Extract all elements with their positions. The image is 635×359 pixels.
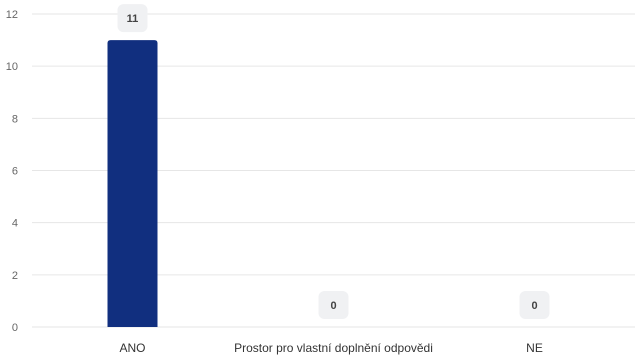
y-axis: 0 2 4 6 8 10 12 xyxy=(6,9,18,334)
x-tick-label: NE xyxy=(526,341,543,355)
data-label: 0 xyxy=(318,291,349,319)
bar xyxy=(107,40,158,327)
y-tick-label: 4 xyxy=(12,218,18,230)
y-tick-label: 8 xyxy=(12,113,18,125)
data-label: 0 xyxy=(519,291,550,319)
data-label: 11 xyxy=(117,4,148,33)
x-tick-label: Prostor pro vlastní doplnění odpovědi xyxy=(234,341,433,355)
data-label-text: 0 xyxy=(330,300,336,312)
x-axis: ANO Prostor pro vlastní doplnění odpovědi… xyxy=(119,341,542,355)
data-label-text: 0 xyxy=(531,300,537,312)
y-tick-label: 6 xyxy=(12,166,18,178)
x-tick-label: ANO xyxy=(119,341,145,355)
data-label-box xyxy=(519,291,550,319)
data-labels: 11 0 0 xyxy=(117,4,550,319)
y-tick-label: 0 xyxy=(12,322,18,334)
data-label-text: 11 xyxy=(127,13,139,25)
bars xyxy=(107,40,158,327)
y-tick-label: 2 xyxy=(12,270,18,282)
data-label-box xyxy=(318,291,349,319)
y-tick-label: 12 xyxy=(6,9,18,21)
y-tick-label: 10 xyxy=(6,61,18,73)
data-label-box xyxy=(117,4,148,33)
